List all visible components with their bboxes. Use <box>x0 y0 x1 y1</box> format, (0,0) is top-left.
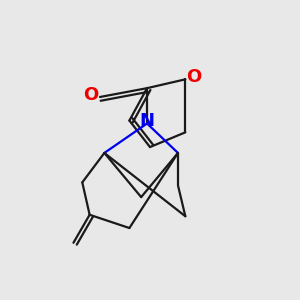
Text: O: O <box>186 68 201 86</box>
Text: N: N <box>140 112 154 130</box>
Text: O: O <box>83 85 99 103</box>
